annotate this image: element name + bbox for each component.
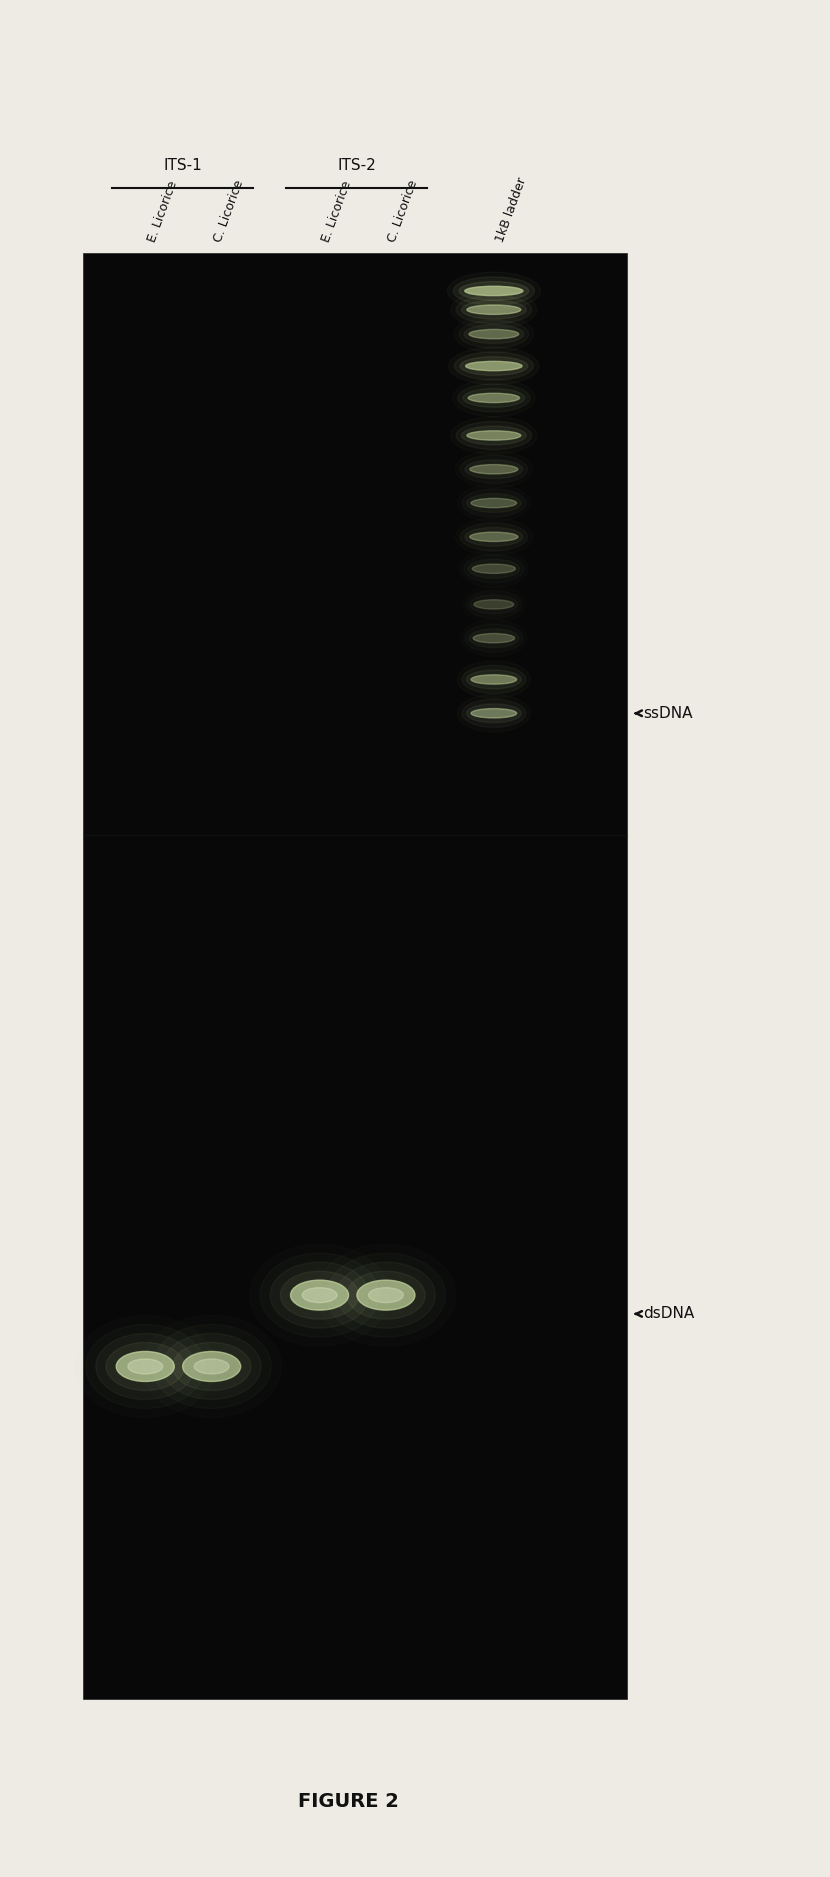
Ellipse shape [461,664,526,694]
Text: ITS-2: ITS-2 [338,158,376,173]
Ellipse shape [116,1351,174,1381]
Ellipse shape [281,1271,359,1320]
Ellipse shape [465,285,523,297]
Ellipse shape [465,460,523,479]
Ellipse shape [460,357,528,375]
Ellipse shape [454,351,534,379]
Ellipse shape [469,328,519,340]
Text: ssDNA: ssDNA [643,706,693,721]
Ellipse shape [471,674,516,685]
Ellipse shape [466,494,521,512]
Ellipse shape [472,563,515,574]
Ellipse shape [463,389,525,407]
Text: ITS-1: ITS-1 [164,158,202,173]
Text: E. Licorice: E. Licorice [320,178,354,244]
Ellipse shape [470,464,518,475]
Ellipse shape [369,1288,403,1303]
Ellipse shape [458,385,530,413]
Ellipse shape [347,1271,425,1320]
Ellipse shape [183,1351,241,1381]
Ellipse shape [173,1342,251,1391]
Text: C. Licorice: C. Licorice [386,178,421,244]
Ellipse shape [466,430,521,441]
Text: E. Licorice: E. Licorice [145,178,179,244]
Text: FIGURE 2: FIGURE 2 [298,1793,399,1811]
Ellipse shape [471,708,516,719]
Ellipse shape [457,297,531,325]
Ellipse shape [453,276,535,306]
Ellipse shape [468,394,520,404]
Ellipse shape [461,300,526,319]
Ellipse shape [473,633,515,642]
Ellipse shape [466,670,521,689]
Ellipse shape [466,360,522,372]
Ellipse shape [128,1359,163,1374]
Ellipse shape [457,420,531,450]
Ellipse shape [302,1288,337,1303]
Ellipse shape [464,325,524,343]
Ellipse shape [461,426,526,445]
Ellipse shape [290,1280,349,1310]
Ellipse shape [357,1280,415,1310]
Ellipse shape [470,533,518,542]
Ellipse shape [106,1342,184,1391]
Ellipse shape [466,304,521,315]
Ellipse shape [465,527,523,546]
Ellipse shape [466,704,521,723]
Ellipse shape [194,1359,229,1374]
Ellipse shape [459,282,529,300]
Ellipse shape [471,499,516,509]
Text: 1kB ladder: 1kB ladder [494,176,530,244]
Text: dsDNA: dsDNA [643,1306,695,1321]
Text: C. Licorice: C. Licorice [212,178,247,244]
Bar [83,253,627,1699]
Ellipse shape [474,601,514,610]
